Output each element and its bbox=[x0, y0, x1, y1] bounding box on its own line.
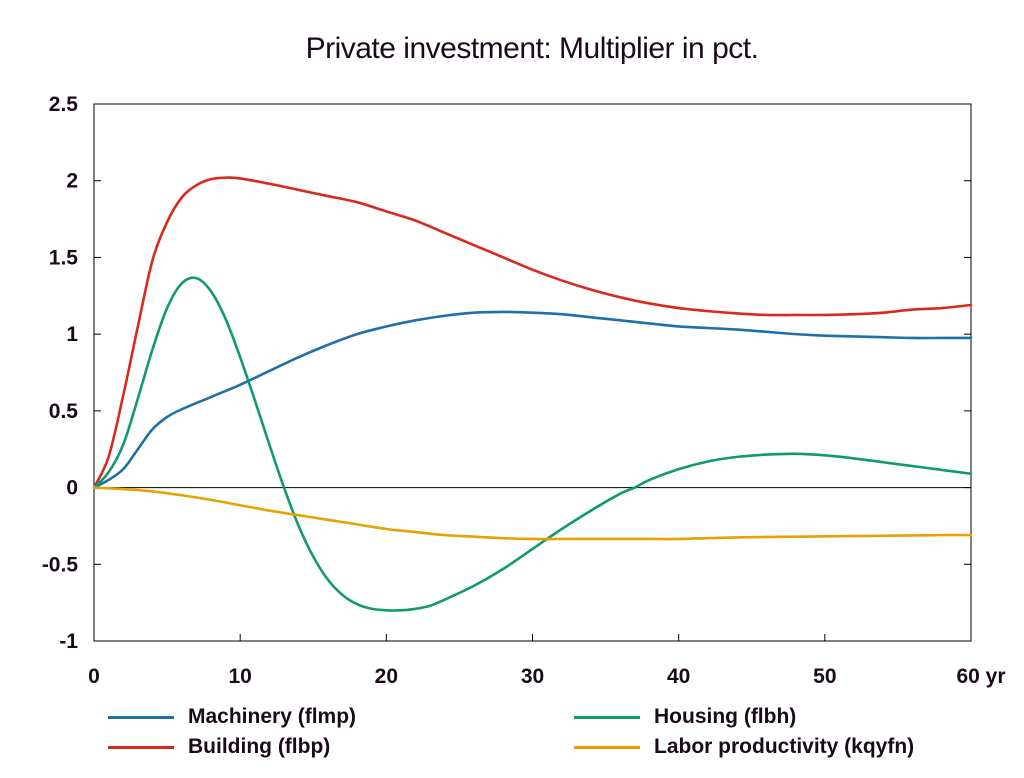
legend-label: Housing (flbh) bbox=[654, 705, 797, 728]
series-line-machinery bbox=[92, 310, 973, 489]
x-tick-label: 50 bbox=[813, 665, 836, 688]
legend-label: Building (flbp) bbox=[188, 735, 331, 758]
legend-swatch bbox=[108, 715, 174, 719]
x-tick-label: 60 yr bbox=[956, 665, 1005, 688]
plot-frame bbox=[93, 103, 972, 642]
x-tick-label: 0 bbox=[88, 665, 100, 688]
series-layer bbox=[92, 176, 973, 612]
y-tick-label: -0.5 bbox=[42, 553, 79, 576]
y-tick-label: 2.5 bbox=[49, 93, 79, 116]
x-tick-label: 40 bbox=[667, 665, 690, 688]
y-tick-label: -1 bbox=[59, 630, 78, 653]
x-tick-label: 20 bbox=[375, 665, 398, 688]
legend-label: Machinery (flmp) bbox=[188, 705, 357, 728]
series-line-labor-productivity bbox=[92, 486, 973, 541]
y-tick-label: 0.5 bbox=[49, 400, 79, 423]
y-tick-label: 1.5 bbox=[49, 246, 79, 269]
legend-label: Labor productivity (kqyfn) bbox=[654, 735, 915, 758]
x-tick-label: 10 bbox=[228, 665, 251, 688]
y-tick-label: 0 bbox=[66, 477, 78, 500]
y-tick-label: 2 bbox=[66, 170, 78, 193]
legend-swatch bbox=[108, 745, 174, 749]
legend: Machinery (flmp) Building (flbp) Housing… bbox=[0, 700, 1024, 778]
legend-item-machinery: Machinery (flmp) bbox=[108, 702, 356, 732]
legend-item-labor-productivity: Labor productivity (kqyfn) bbox=[574, 732, 914, 762]
y-axis: 2.5 2 1.5 1 0.5 0 -0.5 -1 bbox=[42, 93, 971, 653]
series-line-building bbox=[92, 176, 973, 489]
legend-swatch bbox=[574, 715, 640, 719]
legend-swatch bbox=[574, 745, 640, 749]
series-line-housing bbox=[92, 276, 973, 612]
legend-item-housing: Housing (flbh) bbox=[574, 702, 796, 732]
line-chart: 2.5 2 1.5 1 0.5 0 -0.5 -1 0 10 20 30 40 50 60 yr bbox=[42, 93, 1006, 688]
x-axis: 0 10 20 30 40 50 60 yr bbox=[88, 634, 1006, 688]
y-tick-label: 1 bbox=[66, 323, 78, 346]
chart-title: Private investment: Multiplier in pct. bbox=[305, 32, 759, 65]
legend-item-building: Building (flbp) bbox=[108, 732, 330, 762]
x-tick-label: 30 bbox=[521, 665, 544, 688]
